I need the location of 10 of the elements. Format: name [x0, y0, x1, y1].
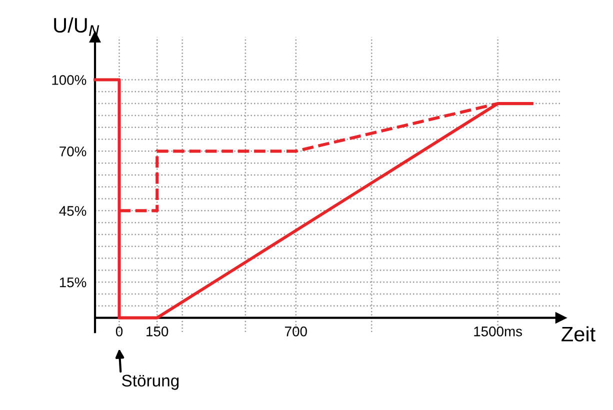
- y-tick-label: 100%: [52, 75, 86, 85]
- x-axis-title: Zeit: [562, 326, 596, 342]
- y-tick-label: 70%: [60, 146, 86, 156]
- x-tick-label: 0: [116, 326, 123, 336]
- y-tick-label: 45%: [59, 206, 86, 216]
- x-tick-label: 1500ms: [474, 326, 522, 336]
- y-tick-label: 15%: [60, 278, 86, 288]
- x-tick-label: 150: [146, 326, 168, 336]
- x-tick-label: 700: [285, 326, 307, 336]
- text: Störung: [122, 374, 179, 390]
